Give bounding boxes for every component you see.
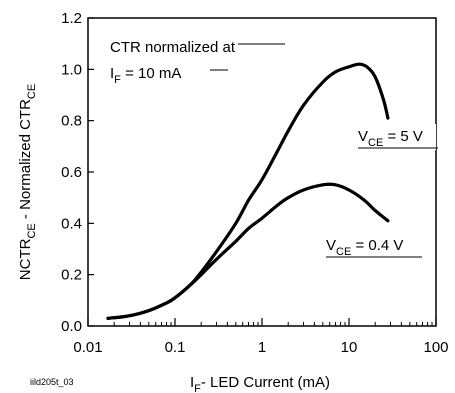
x-tick-label: 100 [423,339,448,356]
y-tick-label: 1.0 [61,61,82,78]
figure-id: iild205t_03 [30,377,74,387]
x-tick-label: 10 [341,339,358,356]
y-tick-label: 0.0 [61,318,82,335]
series-label-04v: VCE = 0.4 V [326,237,403,258]
y-tick-label: 0.4 [61,215,82,232]
x-tick-label: 0.01 [73,339,102,356]
series-line-vce-0-4v [106,182,390,320]
x-axis-title: IF- LED Current (mA) [190,374,330,393]
series-label-5v-mask [354,124,436,150]
x-tick-label: 1 [258,339,266,356]
y-axis-title: NCTRCE - Normalized CTRCE [17,84,38,280]
note-line-2: IF = 10 mA [110,65,181,86]
series-line-vce-5v [106,62,390,320]
y-tick-label: 0.8 [61,113,82,130]
note-line-1: CTR normalized at [110,39,236,56]
x-tick-label: 0.1 [165,339,186,356]
y-tick-label: 1.2 [61,10,82,27]
note-box-mask [103,35,253,83]
series-label-04v-mask [322,232,424,258]
y-tick-label: 0.6 [61,164,82,181]
y-tick-label: 0.2 [61,267,82,284]
series-label-5v: VCE = 5 V [358,128,423,149]
